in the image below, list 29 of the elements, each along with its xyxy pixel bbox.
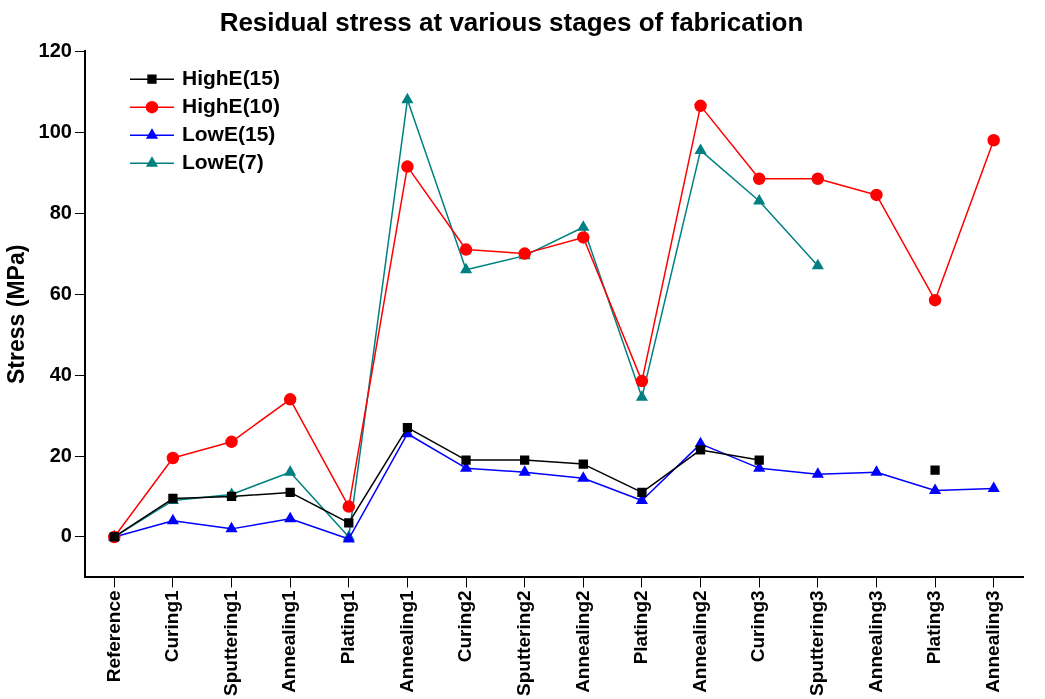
y-tick-label: 20 [49,443,72,466]
y-tick-label: 80 [49,200,72,223]
x-tick-label: Plating3 [923,590,945,665]
x-tick-label: Plating2 [630,590,652,665]
x-tick-label: Annealing3 [981,590,1003,693]
y-axis-title: Stress (MPa) [3,244,30,384]
x-tick-label: Curing2 [454,590,476,663]
x-tick-label: Curing3 [747,590,769,663]
legend-label: LowE(7) [181,150,264,173]
x-tick-label: Annealing1 [395,590,417,693]
chart-title: Residual stress at various stages of fabrication [219,6,804,37]
y-tick-label: 100 [38,119,72,142]
x-tick-label: Reference [102,590,124,683]
x-tick-label: Sputtering3 [806,590,828,696]
legend-label: HighE(15) [181,66,280,89]
y-tick-label: 60 [49,281,72,304]
x-tick-label: Sputtering1 [219,590,241,696]
x-tick-label: Plating1 [337,590,359,665]
y-tick-label: 40 [49,362,72,385]
x-tick-label: Annealing2 [571,590,593,693]
x-tick-label: Sputtering2 [512,590,534,696]
legend-label: HighE(10) [181,94,280,117]
y-tick-label: 0 [60,524,72,547]
x-tick-label: Annealing1 [278,590,300,693]
x-tick-label: Curing1 [161,590,183,663]
y-tick-label: 120 [38,38,72,61]
legend-label: LowE(15) [181,122,276,145]
x-tick-label: Annealing3 [864,590,886,693]
x-tick-label: Annealing2 [688,590,710,693]
